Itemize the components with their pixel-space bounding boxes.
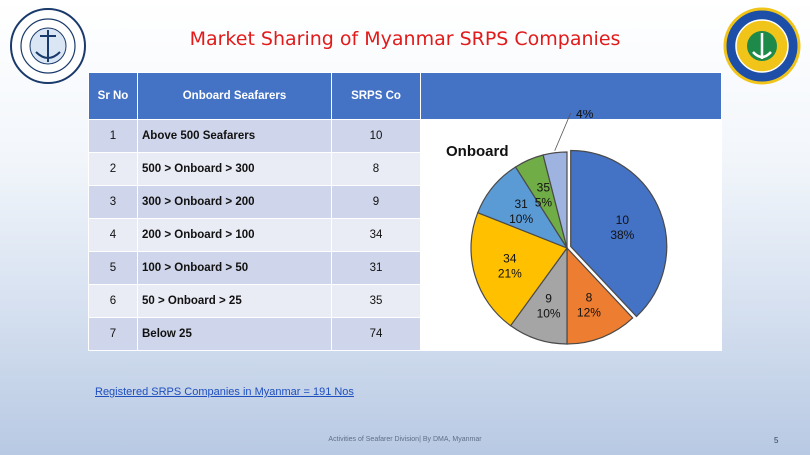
onboard-cell: Above 500 Seafarers xyxy=(137,119,332,153)
sr-cell: 1 xyxy=(88,119,138,153)
pie-data-label: 34 21% xyxy=(498,252,522,281)
srps-cell: 34 xyxy=(331,218,421,252)
onboard-cell: 500 > Onboard > 300 xyxy=(137,152,332,186)
header-srps-co: SRPS Co xyxy=(331,72,421,120)
sr-cell: 5 xyxy=(88,251,138,285)
onboard-cell: 50 > Onboard > 25 xyxy=(137,284,332,318)
srps-cell: 10 xyxy=(331,119,421,153)
onboard-cell: 200 > Onboard > 100 xyxy=(137,218,332,252)
marine-administration-logo xyxy=(10,8,86,84)
slide-title: Market Sharing of Myanmar SRPS Companies xyxy=(189,28,621,50)
sr-cell: 4 xyxy=(88,218,138,252)
sr-cell: 7 xyxy=(88,317,138,351)
table-row: 7 Below 25 74 xyxy=(88,317,722,351)
srps-table: Sr No Onboard Seafarers SRPS Co 1 Above … xyxy=(88,72,722,351)
srps-cell: 74 xyxy=(331,317,421,351)
sr-cell: 3 xyxy=(88,185,138,219)
pie-slice xyxy=(542,151,568,249)
srps-cell: 9 xyxy=(331,185,421,219)
pie-data-label: 744% xyxy=(576,110,594,121)
registered-companies-link[interactable]: Registered SRPS Companies in Myanmar = 1… xyxy=(95,386,354,398)
pie-data-label: 35 5% xyxy=(535,180,553,209)
header-onboard-seafarers: Onboard Seafarers xyxy=(137,72,332,120)
pie-slice xyxy=(566,246,634,345)
srps-cell: 31 xyxy=(331,251,421,285)
pie-data-label: 10 38% xyxy=(610,213,634,242)
table-row: 4 200 > Onboard > 100 34 xyxy=(88,218,722,252)
table-header-row: Sr No Onboard Seafarers SRPS Co xyxy=(88,72,722,120)
page-number: 5 xyxy=(774,436,779,445)
pie-data-label: 9 10% xyxy=(537,292,561,321)
table-row: 6 50 > Onboard > 25 35 xyxy=(88,284,722,318)
onboard-cell: Below 25 xyxy=(137,317,332,351)
pie-chart-title: Onboard xyxy=(446,143,509,160)
sr-cell: 6 xyxy=(88,284,138,318)
srps-cell: 35 xyxy=(331,284,421,318)
srps-cell: 8 xyxy=(331,152,421,186)
pie-slice xyxy=(470,211,568,327)
pie-leader-line xyxy=(554,112,572,151)
header-sr-no: Sr No xyxy=(88,72,138,120)
pie-slice xyxy=(570,149,668,318)
ministry-transport-logo xyxy=(723,7,801,85)
onboard-cell: 300 > Onboard > 200 xyxy=(137,185,332,219)
footer-text: Activities of Seafarer Division| By DMA,… xyxy=(328,436,482,443)
table-row: 5 100 > Onboard > 50 31 xyxy=(88,251,722,285)
header-chart-column xyxy=(420,72,722,120)
sr-cell: 2 xyxy=(88,152,138,186)
table-row: 2 500 > Onboard > 300 8 xyxy=(88,152,722,186)
pie-data-label: 31 10% xyxy=(509,197,533,226)
onboard-cell: 100 > Onboard > 50 xyxy=(137,251,332,285)
pie-data-label: 8 12% xyxy=(577,290,601,319)
